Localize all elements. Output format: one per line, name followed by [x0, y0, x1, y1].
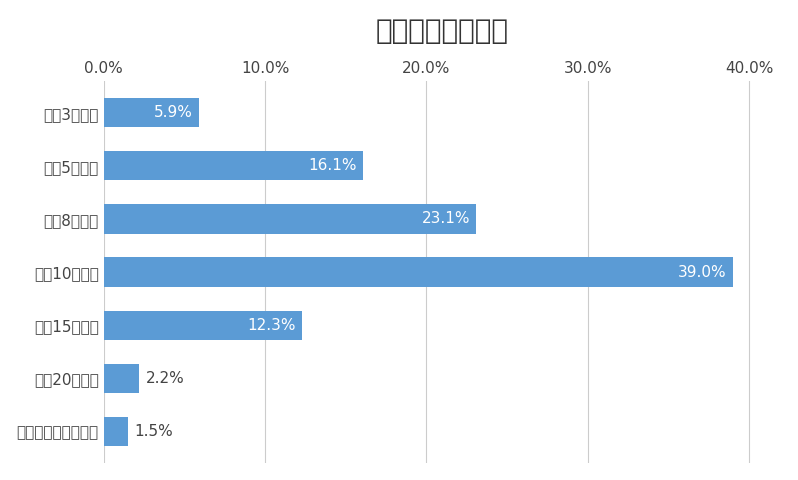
Bar: [104, 257, 733, 287]
Text: 2.2%: 2.2%: [145, 371, 184, 386]
Bar: [104, 98, 199, 127]
Text: 39.0%: 39.0%: [678, 264, 726, 279]
Text: 12.3%: 12.3%: [247, 318, 296, 333]
Text: 5.9%: 5.9%: [153, 105, 192, 120]
Bar: [104, 204, 476, 234]
Bar: [104, 417, 128, 446]
Text: 1.5%: 1.5%: [134, 424, 173, 439]
Text: 16.1%: 16.1%: [309, 158, 357, 173]
Bar: [104, 311, 302, 340]
Title: 駅徒歩の許容範囲: 駅徒歩の許容範囲: [376, 17, 509, 45]
Text: 23.1%: 23.1%: [421, 212, 470, 227]
Bar: [104, 151, 363, 180]
Bar: [104, 364, 139, 393]
